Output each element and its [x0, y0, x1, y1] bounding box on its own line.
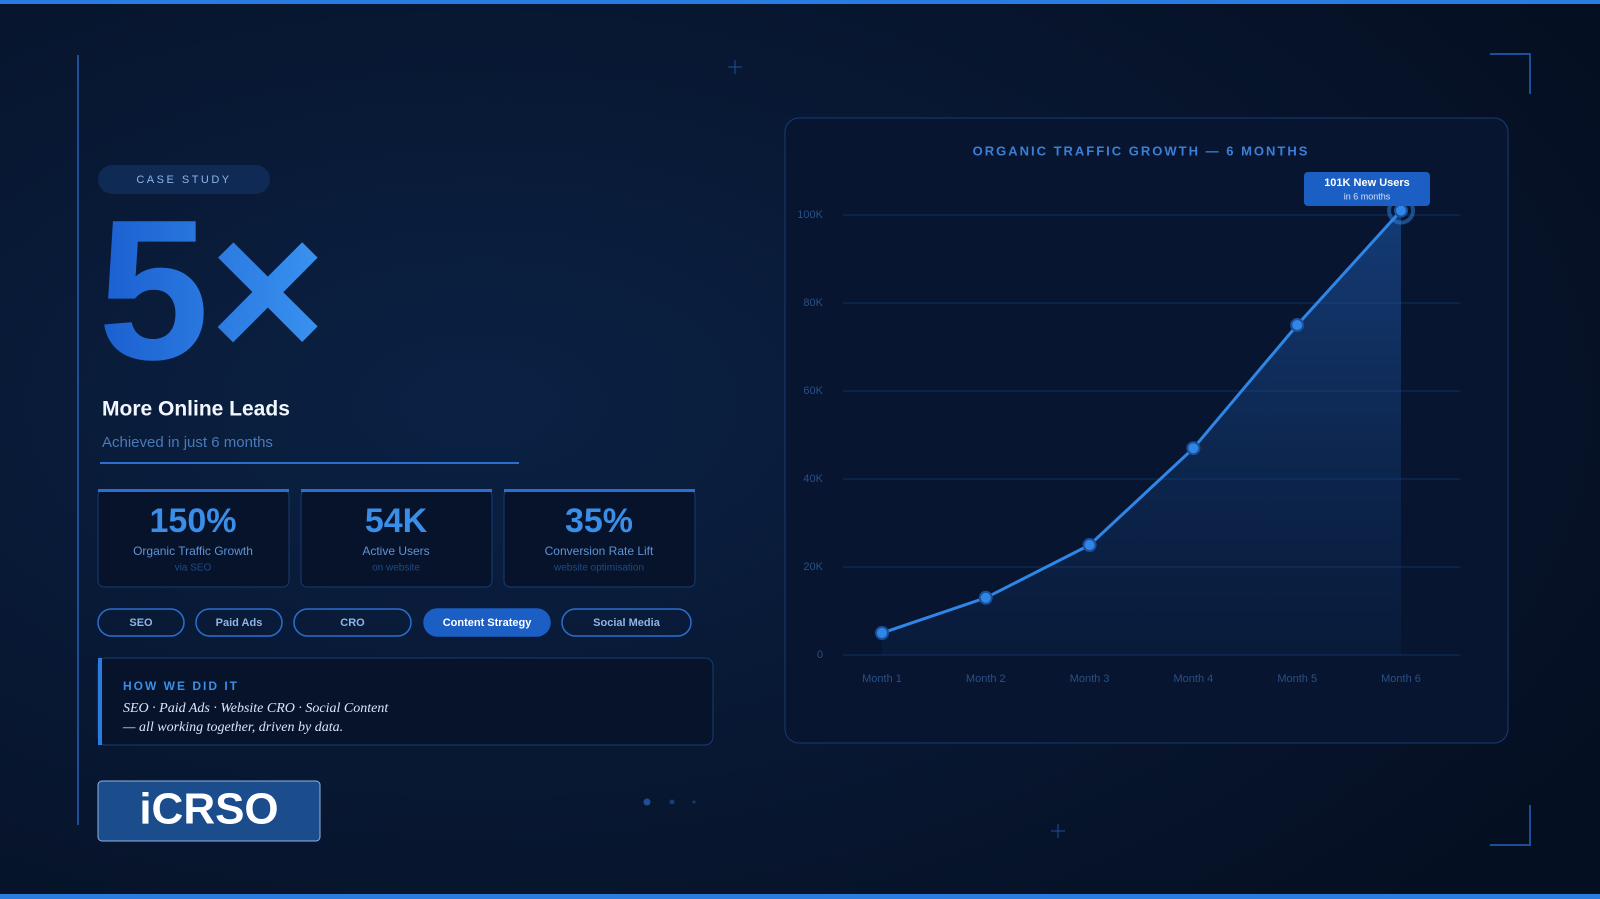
y-tick-label: 40K	[803, 473, 823, 485]
area	[882, 210, 1401, 655]
badge-text: CASE STUDY	[136, 174, 231, 186]
stat-value: 150%	[150, 502, 237, 540]
x-tick-label: Month 5	[1277, 673, 1317, 685]
y-tick-label: 60K	[803, 385, 823, 397]
y-tick-label: 80K	[803, 297, 823, 309]
logo: iCRSO	[139, 785, 278, 834]
x-tick-label: Month 6	[1381, 673, 1421, 685]
cross-marks	[728, 60, 1065, 838]
pager-dot	[643, 798, 651, 806]
how-line: — all working together, driven by data.	[122, 720, 343, 735]
subheadline: Achieved in just 6 months	[102, 434, 273, 451]
y-tick-label: 20K	[803, 561, 823, 573]
annotation-box	[1304, 172, 1430, 206]
tag-pill[interactable]	[97, 608, 185, 637]
point	[978, 590, 993, 605]
big-multiplier: 5×	[98, 179, 326, 402]
tag-label[interactable]: Social Media	[593, 617, 661, 629]
tag-label[interactable]: SEO	[129, 617, 153, 629]
x-tick-label: Month 2	[966, 673, 1006, 685]
annotation-text: 101K New Users	[1324, 177, 1410, 189]
tag-pill[interactable]	[293, 608, 412, 637]
how-line: SEO · Paid Ads · Website CRO · Social Co…	[123, 701, 389, 716]
tag-label[interactable]: Paid Ads	[216, 617, 263, 629]
stat-label: Active Users	[362, 544, 429, 558]
point	[1082, 538, 1097, 552]
tag-pill[interactable]	[561, 608, 692, 637]
top-bar	[0, 0, 1600, 4]
pager-dot	[692, 800, 696, 804]
headline: More Online Leads	[102, 398, 290, 421]
pager-dot	[669, 799, 675, 805]
corner-marks	[1490, 53, 1531, 846]
bottom-bar	[0, 894, 1600, 899]
stat-value: 54K	[365, 502, 428, 540]
badge	[98, 165, 270, 194]
x-tick-label: Month 3	[1070, 673, 1110, 685]
tag-pill[interactable]	[195, 608, 283, 637]
chart-title: ORGANIC TRAFFIC GROWTH — 6 MONTHS	[973, 143, 1310, 158]
x-tick-label: Month 1	[862, 673, 902, 685]
y-tick-label: 0	[817, 649, 823, 661]
annotation-note: in 6 months	[1344, 191, 1391, 201]
point	[875, 626, 889, 640]
stat-note: via SEO	[175, 563, 212, 574]
tag-label[interactable]: Content Strategy	[443, 617, 533, 629]
y-tick-label: 100K	[797, 209, 823, 221]
stat-accent	[98, 489, 289, 492]
point	[1290, 318, 1305, 332]
stat-label: Organic Traffic Growth	[133, 544, 253, 558]
stat-label: Conversion Rate Lift	[545, 544, 654, 558]
stat-note: on website	[372, 563, 420, 574]
point	[1186, 441, 1201, 456]
stat-value: 35%	[565, 502, 633, 540]
how-title: HOW WE DID IT	[123, 679, 239, 693]
line	[881, 209, 1403, 635]
x-tick-label: Month 4	[1174, 673, 1214, 685]
tag-pill[interactable]	[423, 608, 551, 637]
stat-note: website optimisation	[553, 563, 644, 574]
how-accent	[98, 658, 102, 745]
tag-label[interactable]: CRO	[340, 617, 365, 629]
point	[1394, 203, 1408, 218]
stat-accent	[504, 489, 695, 492]
logo-box	[97, 780, 321, 842]
stat-accent	[301, 489, 492, 492]
